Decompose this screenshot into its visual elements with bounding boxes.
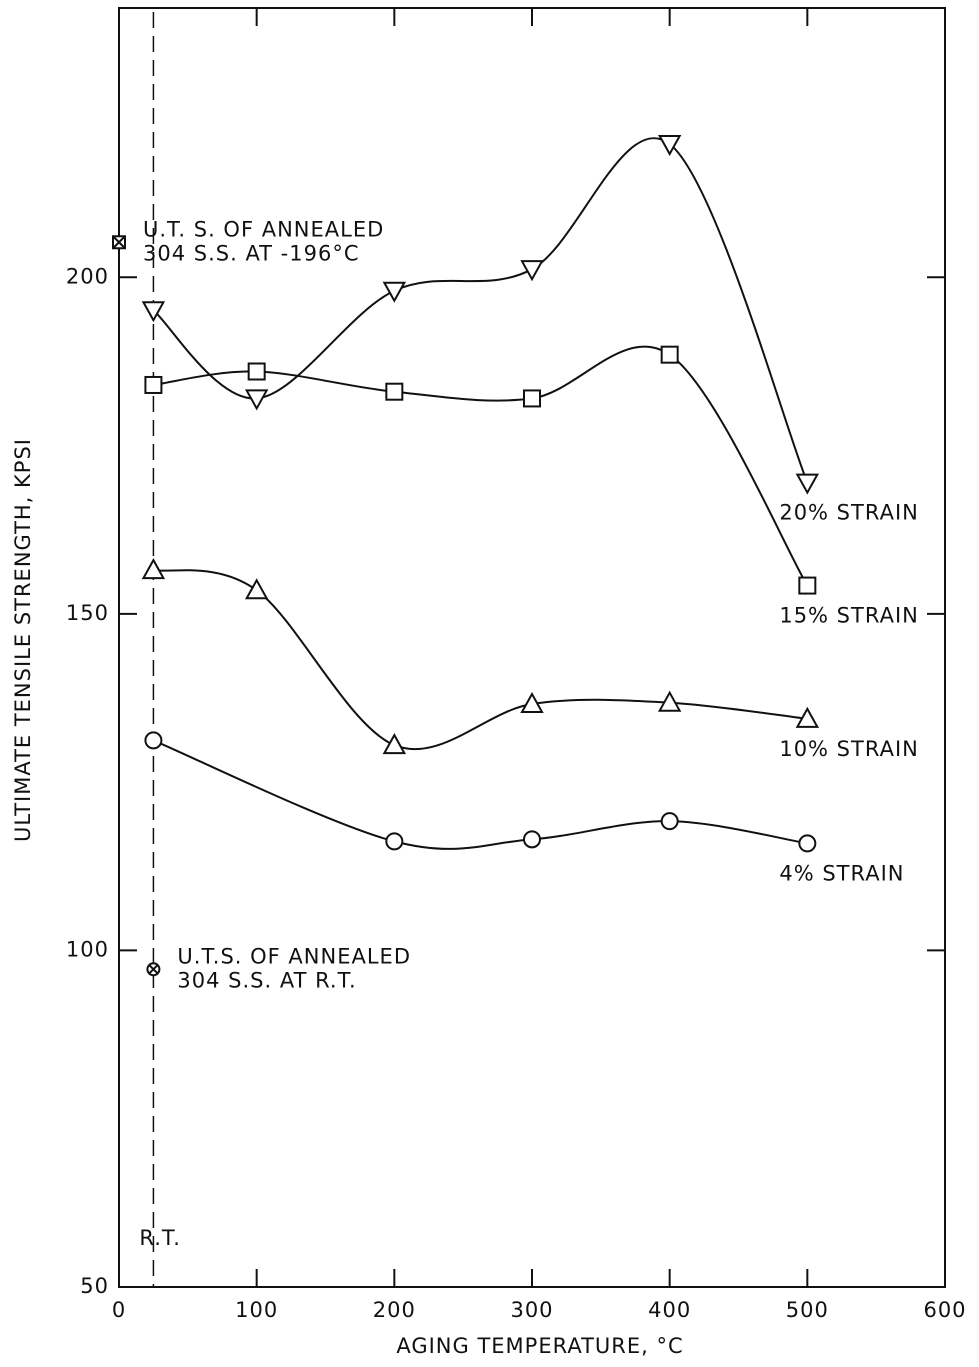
annotation-text: 304 S.S. AT R.T. — [177, 968, 356, 992]
data-point — [144, 375, 163, 394]
y-tick-label: 150 — [66, 601, 109, 625]
x-tick-label: 300 — [510, 1298, 553, 1322]
data-point — [523, 389, 541, 408]
series-label: 4% STRAIN — [779, 861, 904, 885]
annotation-text: U.T.S. OF ANNEALED — [177, 944, 411, 968]
data-point — [798, 834, 817, 853]
data-point — [141, 301, 166, 323]
data-point — [244, 578, 269, 600]
x-tick-label: 100 — [235, 1298, 278, 1322]
y-tick-label: 100 — [66, 937, 109, 961]
annotation-text: 304 S.S. AT -196°C — [143, 241, 360, 265]
annotation-marker — [146, 962, 161, 977]
data-point — [382, 281, 407, 303]
reference-label: R.T. — [139, 1226, 181, 1250]
annotation-text: U.T. S. OF ANNEALED — [143, 217, 384, 241]
data-point — [520, 691, 544, 714]
data-point — [657, 134, 682, 157]
data-point — [798, 576, 817, 595]
series-label: 20% STRAIN — [779, 501, 919, 525]
data-point — [795, 706, 820, 728]
x-axis-label: AGING TEMPERATURE, °C — [396, 1334, 683, 1358]
series-line — [153, 739, 808, 850]
data-point — [141, 558, 166, 580]
data-point — [660, 812, 679, 831]
data-point — [247, 362, 266, 381]
plot-frame — [118, 7, 946, 1288]
y-tick-label: 50 — [80, 1274, 109, 1298]
series-label: 15% STRAIN — [779, 604, 919, 628]
data-point — [523, 830, 541, 849]
data-point — [385, 832, 404, 851]
data-point — [520, 260, 544, 282]
y-tick-label: 200 — [66, 264, 109, 288]
data-point — [795, 473, 820, 495]
series-line — [153, 345, 809, 587]
x-tick-label: 500 — [786, 1298, 829, 1322]
x-tick-label: 200 — [373, 1298, 416, 1322]
x-tick-label: 0 — [112, 1298, 126, 1322]
y-axis-label: ULTIMATE TENSILE STRENGTH, KPSI — [11, 438, 35, 842]
annotation-marker — [112, 235, 126, 250]
data-point — [660, 345, 679, 364]
data-point — [382, 733, 407, 755]
series-label: 10% STRAIN — [779, 737, 919, 761]
x-tick-label: 400 — [648, 1298, 691, 1322]
x-tick-label: 600 — [923, 1298, 966, 1322]
data-point — [144, 731, 163, 750]
data-point — [385, 382, 404, 401]
data-point — [244, 389, 269, 411]
data-point — [657, 690, 682, 712]
series-line — [152, 137, 809, 483]
